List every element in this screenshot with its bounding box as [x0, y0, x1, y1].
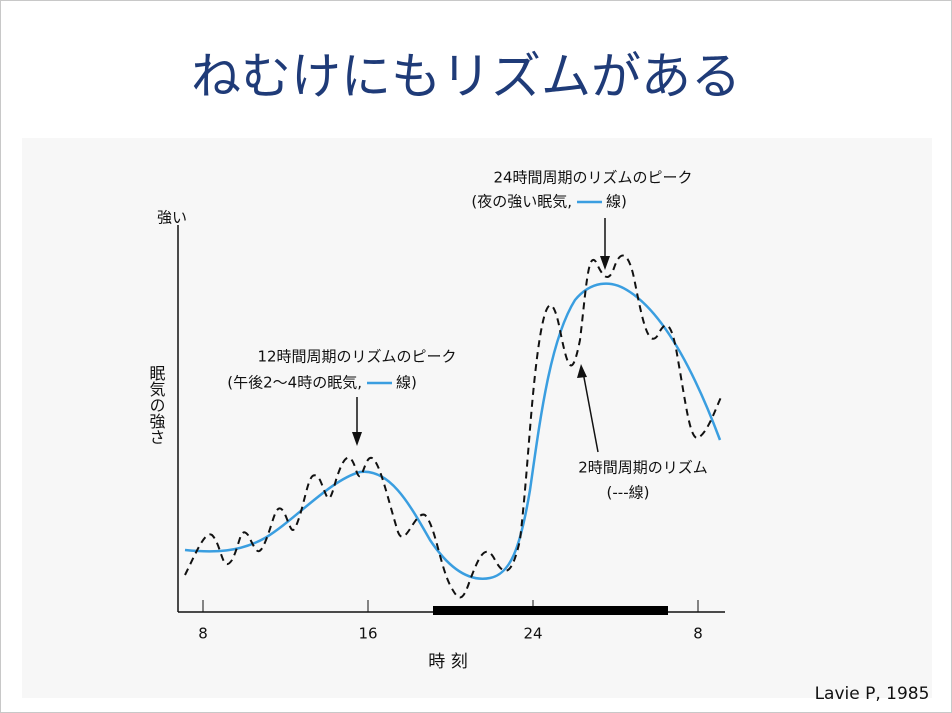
annotation-line: 12時間周期のリズムのピーク: [257, 348, 456, 366]
night-bar: [433, 606, 668, 615]
figure-scan: [22, 138, 932, 698]
y-axis-top-label: 強い: [157, 209, 187, 227]
annotation-line: (---線): [607, 484, 650, 502]
annotation-line: 24時間周期のリズムのピーク: [493, 169, 692, 187]
x-axis-label: 時 刻: [428, 652, 467, 672]
annotation-line: (午後2〜4時の眠気,: [227, 374, 362, 392]
x-tick-label: 8: [693, 625, 703, 643]
arrow-head: [352, 432, 362, 446]
arrow-head: [577, 364, 587, 378]
annotation-line: 2時間周期のリズム: [578, 459, 708, 477]
citation: Lavie P, 1985: [815, 684, 930, 704]
24h-curve: [184, 282, 722, 580]
annotation-line: 線): [396, 374, 417, 392]
x-tick-label: 24: [523, 625, 542, 643]
slide-title: ねむけにもリズムがある: [191, 48, 741, 106]
x-tick-label: 16: [358, 625, 377, 643]
2h-curve: [184, 254, 723, 599]
annotation-line: (夜の強い眠気,: [471, 193, 572, 211]
arrow: [582, 371, 599, 453]
y-axis-label: 眠気の強さ: [147, 365, 166, 445]
x-tick-label: 8: [198, 625, 208, 643]
annotation-line: 線): [606, 193, 627, 211]
arrow-head: [600, 256, 610, 270]
